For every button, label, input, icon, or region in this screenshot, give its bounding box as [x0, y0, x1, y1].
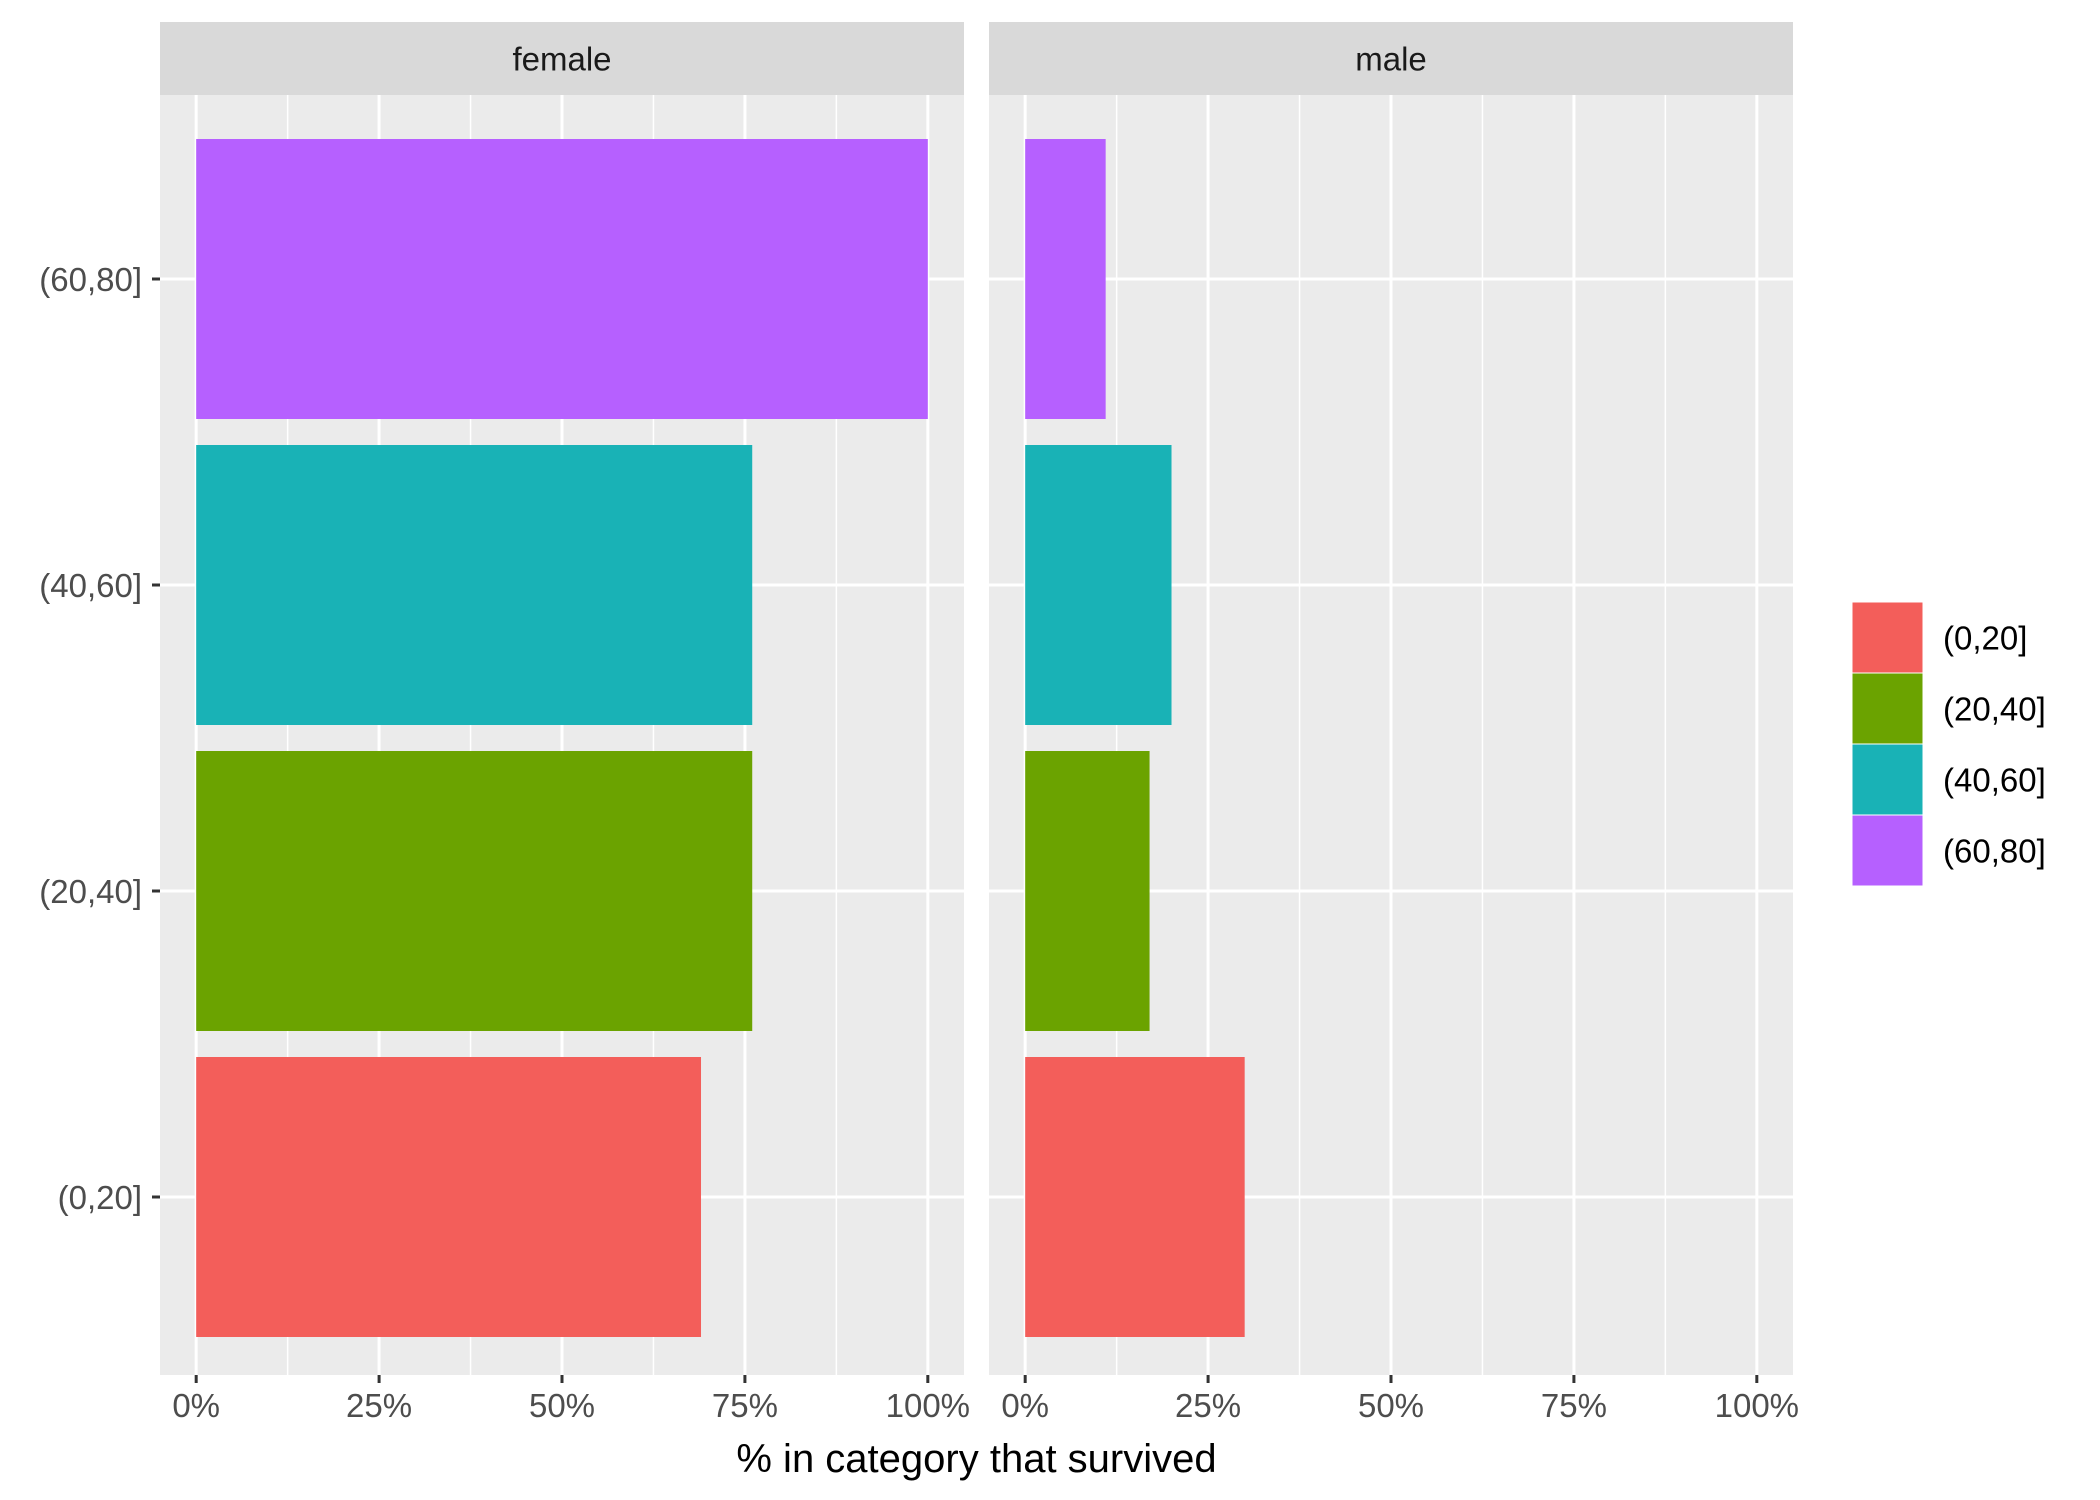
- y-axis: (0,20] (20,40] (40,60] (60,80]: [39, 261, 160, 1216]
- x-tick-label: 25%: [346, 1387, 412, 1424]
- x-tick-label: 50%: [529, 1387, 595, 1424]
- legend-key-3: [1851, 814, 1924, 887]
- bar-female-1: [196, 751, 753, 1031]
- y-tick-label: (0,20]: [58, 1179, 142, 1216]
- x-tick-label: 50%: [1358, 1387, 1424, 1424]
- bar-male-0: [1025, 1057, 1245, 1337]
- legend-key-2: [1851, 743, 1924, 816]
- bar-male-3: [1025, 139, 1106, 419]
- x-tick-label: 100%: [1715, 1387, 1799, 1424]
- bar-female-0: [196, 1057, 702, 1337]
- facet-panel-male: male 0% 25% 50% 75% 100%: [989, 22, 1799, 1424]
- legend-key-0: [1851, 601, 1924, 674]
- x-tick-label: 0%: [1001, 1387, 1049, 1424]
- x-tick-label: 75%: [712, 1387, 778, 1424]
- legend-key-1: [1851, 672, 1924, 745]
- legend-label: (60,80]: [1943, 833, 2046, 870]
- x-tick-label: 100%: [886, 1387, 970, 1424]
- bar-female-3: [196, 139, 928, 419]
- x-tick-label: 25%: [1175, 1387, 1241, 1424]
- facet-label: female: [512, 41, 611, 78]
- facet-panel-female: female 0% 25% 50% 75% 100%: [160, 22, 970, 1424]
- y-tick-label: (40,60]: [39, 567, 142, 604]
- legend-label: (40,60]: [1943, 762, 2046, 799]
- x-tick-label: 75%: [1541, 1387, 1607, 1424]
- facet-strip: [989, 22, 1793, 95]
- y-tick-label: (20,40]: [39, 873, 142, 910]
- facets: female 0% 25% 50% 75% 100% male 0% 25% 50% 75% 100%: [160, 22, 1799, 1424]
- legend: (0,20] (20,40] (40,60] (60,80]: [1851, 601, 2046, 887]
- x-axis-title: % in category that survived: [736, 1437, 1216, 1481]
- bar-male-1: [1025, 751, 1150, 1031]
- x-tick-label: 0%: [172, 1387, 220, 1424]
- facet-strip: [160, 22, 964, 95]
- legend-label: (0,20]: [1943, 620, 2027, 657]
- facet-label: male: [1355, 41, 1427, 78]
- y-tick-label: (60,80]: [39, 261, 142, 298]
- bar-female-2: [196, 445, 753, 725]
- legend-label: (20,40]: [1943, 691, 2046, 728]
- bar-male-2: [1025, 445, 1172, 725]
